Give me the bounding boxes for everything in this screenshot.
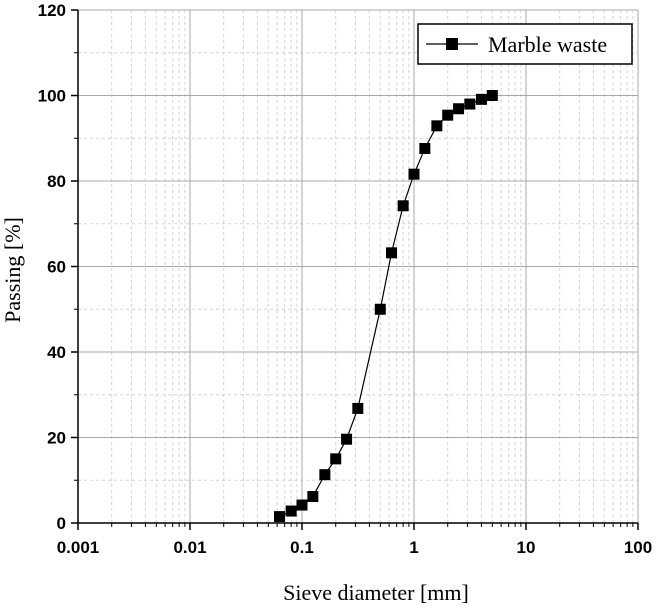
x-tick-label: 0.1 xyxy=(290,538,314,557)
data-point xyxy=(408,168,420,180)
grid xyxy=(77,9,639,524)
data-point xyxy=(486,90,498,101)
data-point xyxy=(475,93,487,105)
legend-marker xyxy=(446,38,458,50)
y-tick-label: 120 xyxy=(38,1,66,20)
data-point xyxy=(307,491,319,502)
x-tick-label: 100 xyxy=(624,538,652,557)
data-point xyxy=(419,143,431,155)
series-line xyxy=(279,94,493,518)
y-tick-label: 80 xyxy=(47,172,66,191)
y-tick-label: 100 xyxy=(38,87,66,106)
data-point xyxy=(374,303,386,315)
data-point xyxy=(453,103,465,115)
y-tick-label: 40 xyxy=(47,343,66,362)
data-point xyxy=(464,98,476,110)
axes: 0.001 0.01 0.1 1 10 100 0 20 40 60 80 100 120 xyxy=(38,1,653,557)
data-point xyxy=(397,200,409,212)
data-point xyxy=(352,402,364,414)
data-point xyxy=(386,247,398,259)
y-tick-label: 60 xyxy=(47,258,66,277)
data-point xyxy=(431,120,443,132)
x-tick-label: 10 xyxy=(517,538,536,557)
y-tick-label: 0 xyxy=(57,514,66,533)
legend-label: Marble waste xyxy=(488,32,607,57)
x-axis-title: Sieve diameter [mm] xyxy=(283,580,469,605)
data-point xyxy=(274,511,286,523)
data-point xyxy=(341,433,353,445)
y-axis-title: Passing [%] xyxy=(0,217,25,323)
series-group xyxy=(274,90,498,523)
data-point xyxy=(296,499,308,511)
x-tick-label: 0.01 xyxy=(173,538,206,557)
x-tick-label: 1 xyxy=(409,538,418,557)
legend: Marble waste xyxy=(417,23,633,65)
data-point xyxy=(285,505,297,517)
data-point xyxy=(319,469,331,481)
y-tick-label: 20 xyxy=(47,429,66,448)
data-point xyxy=(442,109,454,121)
x-tick-label: 0.001 xyxy=(57,538,100,557)
data-point xyxy=(330,453,342,465)
